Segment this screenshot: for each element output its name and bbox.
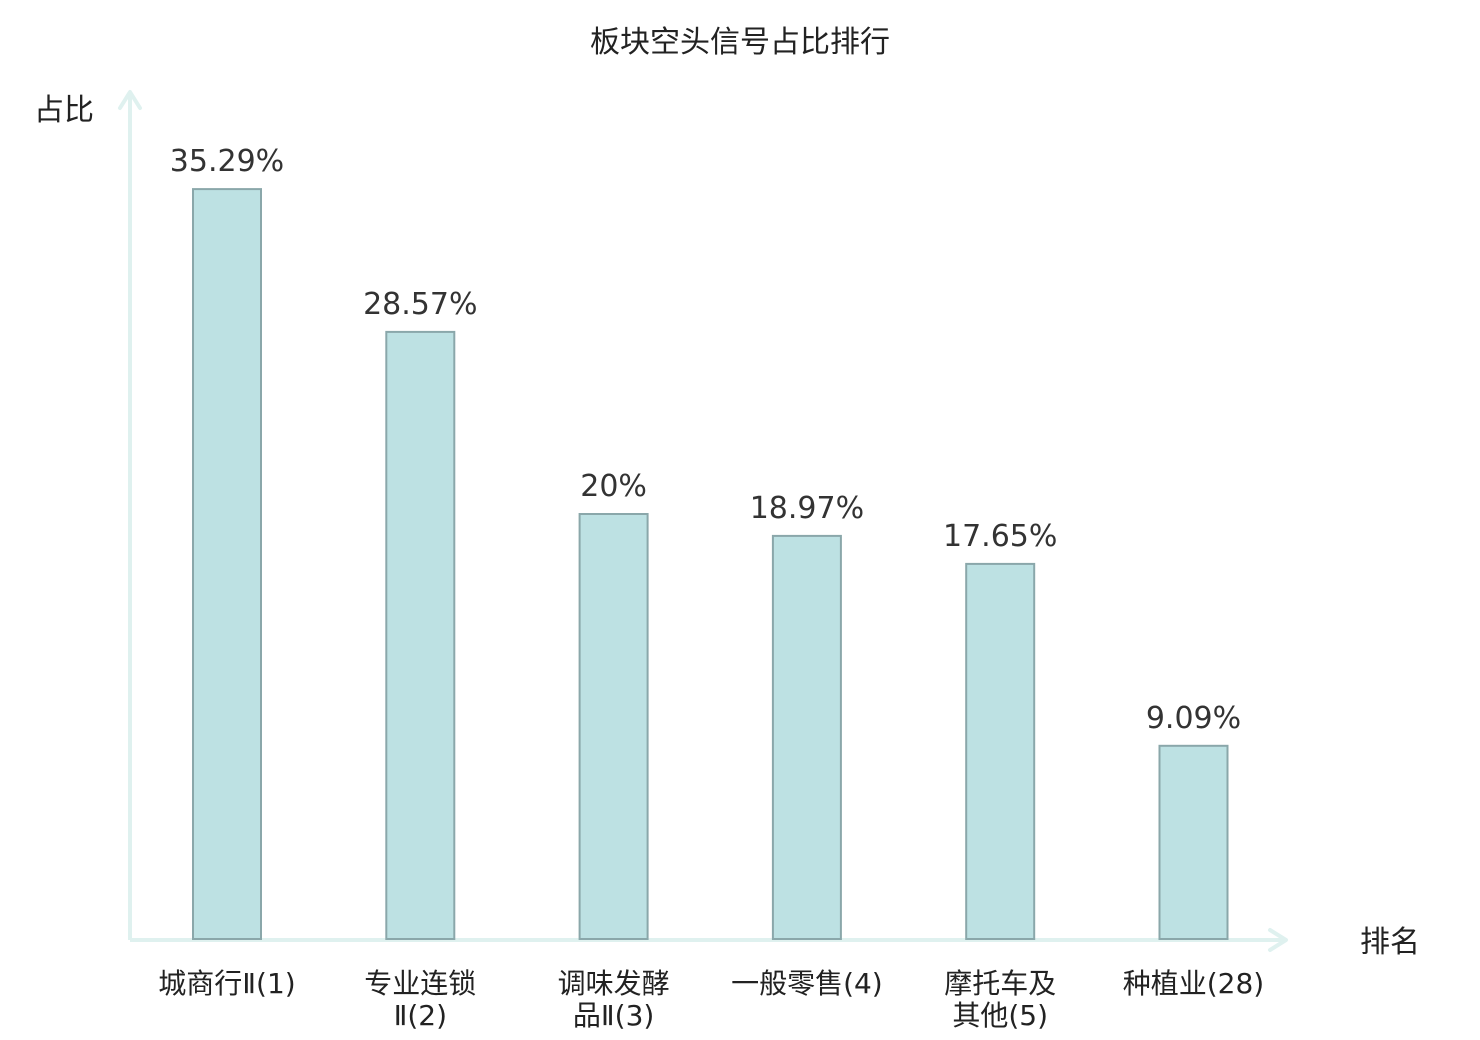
category-label-2-line-2: Ⅱ(2) — [394, 999, 447, 1032]
category-label-4: 一般零售(4) — [731, 967, 883, 1000]
category-label-3-line-2: 品Ⅱ(3) — [573, 999, 654, 1032]
x-axis-arrow — [1268, 928, 1288, 952]
bar-2 — [385, 330, 456, 940]
value-label-2: 28.57% — [363, 287, 477, 322]
y-axis-label: 占比 — [34, 93, 94, 128]
bar-4 — [771, 534, 842, 941]
value-label-4: 18.97% — [750, 491, 864, 526]
value-labels: 35.29% 28.57% 20% 18.97% 17.65% 9.09% — [170, 144, 1241, 736]
bars — [192, 188, 1229, 941]
category-label-6: 种植业(28) — [1123, 967, 1264, 1000]
category-label-3-line-1: 调味发酵 — [558, 967, 670, 1000]
category-label-1: 城商行Ⅱ(1) — [158, 967, 295, 1000]
value-label-6: 9.09% — [1146, 701, 1241, 736]
bar-3 — [578, 513, 649, 940]
bar-6 — [1158, 744, 1229, 940]
category-labels: 城商行Ⅱ(1) 专业连锁 Ⅱ(2) 调味发酵品Ⅱ(3) 一般零售(4) 摩托车及其他(5)… — [158, 967, 1264, 1032]
bar-5 — [965, 562, 1036, 941]
axes — [118, 90, 1288, 952]
x-axis-label: 排名 — [1360, 925, 1420, 960]
category-label-3: 调味发酵品Ⅱ(3) — [558, 967, 670, 1032]
value-label-1: 35.29% — [170, 144, 284, 179]
chart-title: 板块空头信号占比排行 — [590, 25, 890, 60]
bar-1 — [192, 188, 262, 941]
category-label-5: 摩托车及其他(5) — [944, 967, 1056, 1032]
category-label-2: 专业连锁 Ⅱ(2) — [364, 967, 476, 1032]
value-label-3: 20% — [580, 469, 647, 504]
category-label-1-line-1: 城商行Ⅱ(1) — [158, 967, 295, 1000]
category-label-6-line-1: 种植业(28) — [1123, 967, 1264, 1000]
category-label-5-line-2: 其他(5) — [952, 999, 1048, 1032]
category-label-5-line-1: 摩托车及 — [944, 967, 1056, 1000]
category-label-4-line-1: 一般零售(4) — [731, 967, 883, 1000]
y-axis-arrow — [118, 90, 142, 110]
value-label-5: 17.65% — [943, 519, 1057, 554]
category-label-2-line-1: 专业连锁 — [364, 967, 476, 1000]
